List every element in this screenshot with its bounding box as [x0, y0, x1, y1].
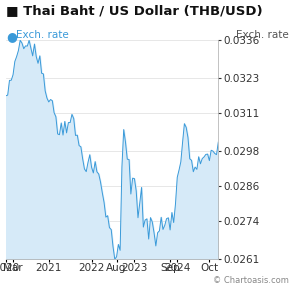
Text: ■ Thai Baht / US Dollar (THB/USD): ■ Thai Baht / US Dollar (THB/USD) [6, 4, 263, 17]
Text: © Chartoasis.com: © Chartoasis.com [213, 276, 289, 285]
Text: Exch. rate: Exch. rate [236, 30, 289, 40]
Text: Exch. rate: Exch. rate [16, 30, 69, 40]
Text: ●: ● [6, 30, 17, 43]
